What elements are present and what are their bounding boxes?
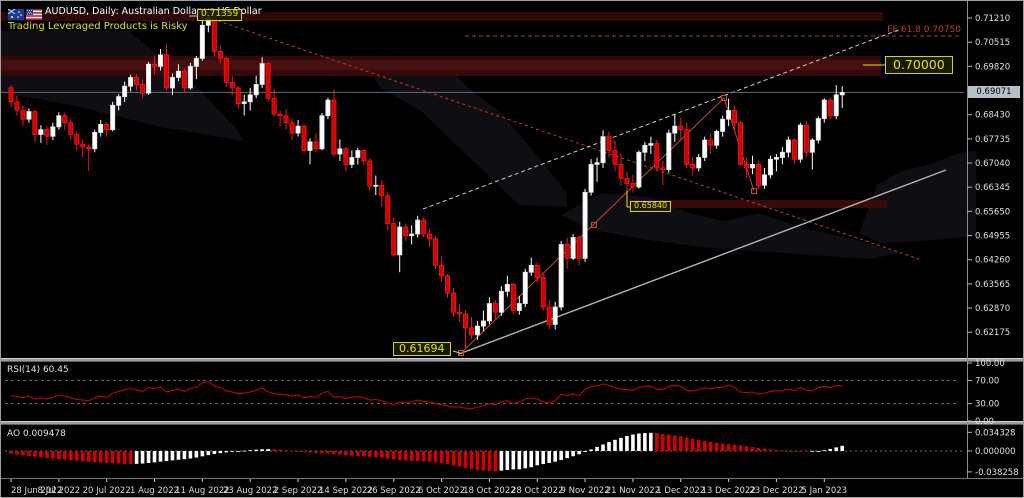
panel-chrome <box>1 1 1024 479</box>
rsi-indicator-label: RSI(14) 60.45 <box>7 365 69 375</box>
ao-tick-label: 0.000000 <box>975 447 1016 457</box>
price-tick-label: 0.68430 <box>975 111 1010 121</box>
price-tick-label: 0.67040 <box>975 159 1010 169</box>
rsi-line <box>10 381 843 410</box>
aud-flag-icon <box>7 5 24 20</box>
time-tick-label: 5 Jan 2023 <box>802 486 848 496</box>
price-tick-label: 0.64260 <box>975 256 1010 266</box>
ao-tick-label: 0.034328 <box>975 428 1016 438</box>
fibo-expansion-leg1[interactable] <box>460 97 725 354</box>
candles-layer[interactable] <box>8 12 845 349</box>
resistance-zone-core <box>1 60 881 70</box>
price-tick-label: 0.66345 <box>975 183 1010 193</box>
price-tick-label: 0.63565 <box>975 280 1010 290</box>
price-tick-label: 0.69820 <box>975 62 1010 72</box>
price-tick-label: 0.67735 <box>975 135 1010 145</box>
pullback-price-label[interactable]: 0.65840 <box>630 201 672 212</box>
resistance-zone-upper <box>1 12 883 21</box>
time-tick-label: 11 Aug 2022 <box>175 486 229 496</box>
divider-main-rsi[interactable] <box>1 358 1024 362</box>
swing-low-price-label[interactable]: 0.61694 <box>393 342 451 357</box>
time-tick-label: 14 Sep 2022 <box>319 486 373 496</box>
chart-title: AUDUSD, Daily: Australian Dollar vs US D… <box>45 6 262 17</box>
fibo-anchor-marker <box>721 95 727 101</box>
price-tick-label: 0.64955 <box>975 232 1010 242</box>
time-tick-label: 28 Oct 2022 <box>511 486 564 496</box>
ao-indicator-label: AO 0.009478 <box>7 429 66 439</box>
price-tick-label: 0.62870 <box>975 304 1010 314</box>
time-tick-label: 23 Aug 2022 <box>223 486 277 496</box>
time-tick-label: 1 Dec 2022 <box>656 486 705 496</box>
swing-high-price-label[interactable]: 0.71359 <box>197 9 243 21</box>
price-tick-label: 0.62175 <box>975 328 1010 338</box>
round-number-price-label[interactable]: 0.70000 <box>885 56 953 74</box>
support-trendline[interactable] <box>458 169 947 355</box>
time-tick-label: 13 Dec 2022 <box>701 486 755 496</box>
rsi-tick-label: 30.00 <box>975 400 999 410</box>
current-bid-price-label: 0.69071 <box>968 86 1020 98</box>
divider-rsi-ao[interactable] <box>1 421 1024 425</box>
rsi-panel[interactable] <box>5 379 959 410</box>
time-tick-label: 6 Oct 2022 <box>418 486 465 496</box>
time-tick-label: 18 Oct 2022 <box>463 486 516 496</box>
time-tick-label: 21 Nov 2022 <box>606 486 660 496</box>
rsi-tick-label: 70.00 <box>975 376 999 386</box>
ascending-channel-line[interactable] <box>422 28 902 210</box>
price-tick-label: 0.65650 <box>975 207 1010 217</box>
time-tick-label: 8 Jul 2022 <box>37 486 80 496</box>
rsi-tick-label: 100.00 <box>975 359 1005 369</box>
time-tick-label: 20 Jul 2022 <box>83 486 131 496</box>
price-tick-label: 0.71210 <box>975 14 1010 24</box>
time-tick-label: 1 Aug 2022 <box>130 486 179 496</box>
fibo-anchor-marker <box>591 222 597 228</box>
price-tick-label: 0.70515 <box>975 38 1010 48</box>
ao-tick-label: -0.038258 <box>975 468 1019 478</box>
time-tick-label: 26 Sep 2022 <box>367 486 421 496</box>
rsi-tick-label: 0.00 <box>975 417 994 427</box>
time-tick-label: 28 Jun 2022 <box>11 486 62 496</box>
usd-flag-icon <box>26 5 42 20</box>
fibo-anchors-layer[interactable] <box>458 95 757 356</box>
fibonacci-expansion-label[interactable]: FE 61.8 0.70750 <box>887 25 961 35</box>
time-tick-label: 2 Sep 2022 <box>274 486 322 496</box>
descending-trendline[interactable] <box>200 14 920 260</box>
time-tick-label: 9 Nov 2022 <box>561 486 610 496</box>
price-axis[interactable]: 0.71210 0.70515 0.69820 0.68430 0.67735 0.670… <box>967 14 1019 478</box>
time-tick-label: 23 Dec 2022 <box>749 486 803 496</box>
risk-warning-text: Trading Leveraged Products is Risky <box>8 21 188 32</box>
ao-panel[interactable] <box>5 432 963 472</box>
fibo-anchor-marker <box>751 188 757 194</box>
